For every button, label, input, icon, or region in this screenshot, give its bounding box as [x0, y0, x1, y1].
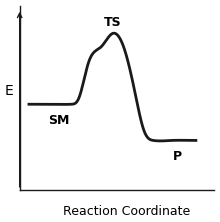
- Text: TS: TS: [104, 16, 121, 28]
- Text: P: P: [173, 150, 182, 163]
- Text: SM: SM: [48, 114, 69, 127]
- X-axis label: Reaction Coordinate: Reaction Coordinate: [63, 204, 191, 218]
- Text: E: E: [4, 84, 13, 98]
